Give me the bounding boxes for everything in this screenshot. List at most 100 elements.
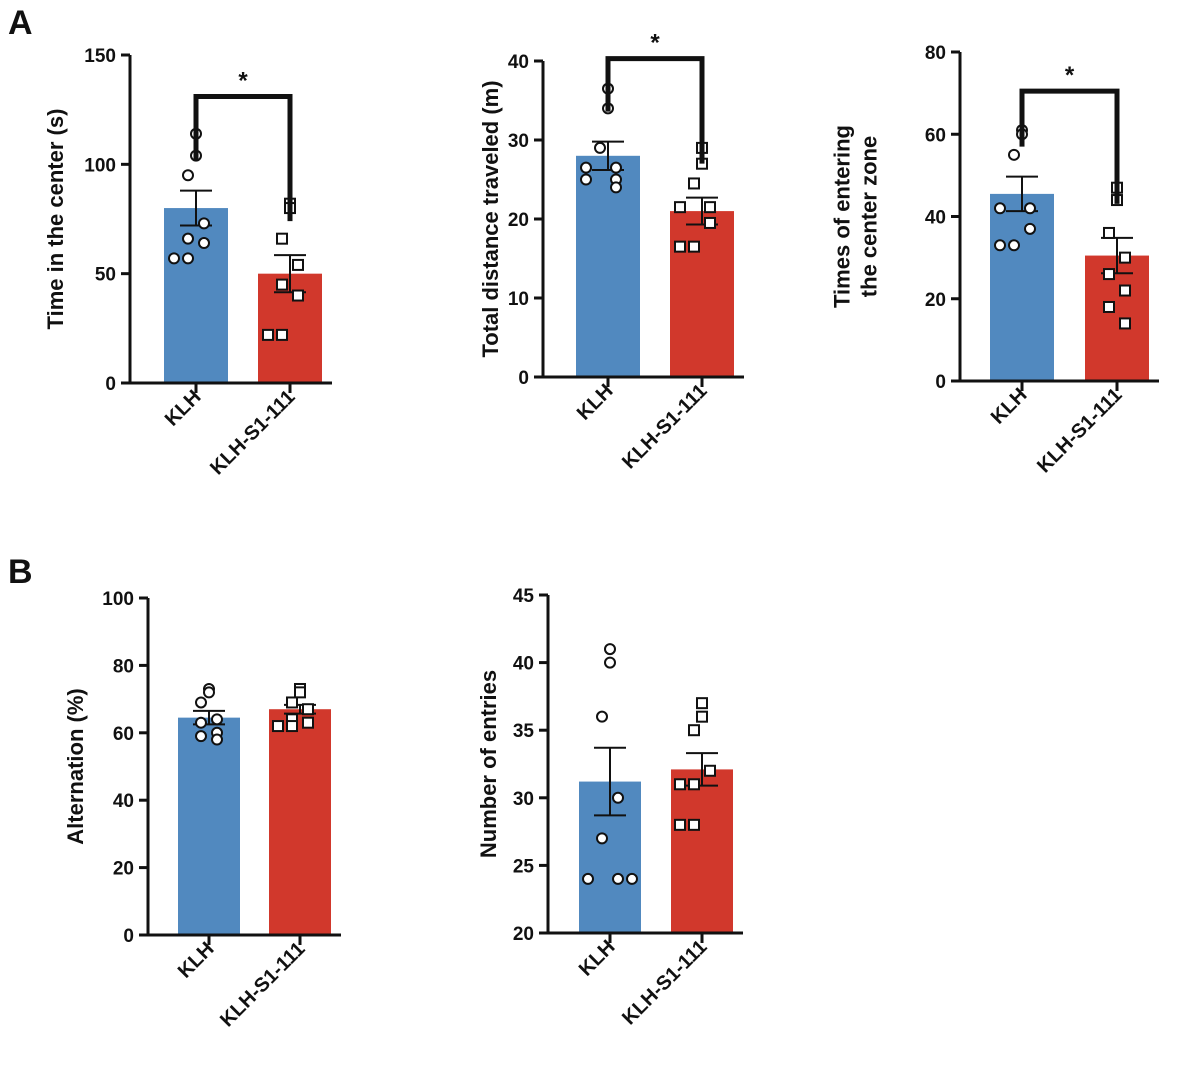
y-tick-label: 50 <box>95 265 116 286</box>
y-tick-label: 0 <box>105 374 116 395</box>
data-point-klh <box>610 181 622 194</box>
panel-label-b: B <box>8 553 33 591</box>
data-point-klh-s1-111 <box>704 216 716 229</box>
significance-marker: * <box>1065 62 1075 89</box>
data-point-klh <box>211 713 223 726</box>
data-point-klh-s1-111 <box>292 258 304 271</box>
data-point-klh <box>604 656 616 669</box>
y-axis-title: Number of entries <box>476 670 501 858</box>
y-tick-label: 40 <box>508 52 529 73</box>
y-axis-title: Time in the center (s) <box>43 109 68 330</box>
x-category-label: KLH-S1-111 <box>206 386 299 479</box>
data-point-klh <box>211 733 223 746</box>
data-point-klh <box>596 832 608 845</box>
data-point-klh-s1-111 <box>674 778 686 791</box>
bar-klh <box>576 155 640 377</box>
y-tick-label: 150 <box>84 46 116 67</box>
y-tick-label: 20 <box>113 859 134 880</box>
data-point-klh <box>182 232 194 245</box>
data-point-klh-s1-111 <box>302 716 314 729</box>
y-axis-title-line: Time in the center (s) <box>43 109 68 330</box>
bar-klh <box>178 717 240 935</box>
y-axis-title-line: Alternation (%) <box>63 688 88 844</box>
y-tick-label: 0 <box>518 368 529 389</box>
data-point-klh-s1-111 <box>1119 317 1131 330</box>
data-point-klh <box>994 202 1006 215</box>
data-point-klh <box>195 716 207 729</box>
y-axis-title: Times of enteringthe center zone <box>830 125 882 308</box>
data-point-klh <box>198 217 210 230</box>
significance-bracket <box>605 56 705 164</box>
bar-klh-s1-111 <box>1085 255 1149 381</box>
y-tick-label: 40 <box>113 791 134 812</box>
x-category-label: KLH-S1-111 <box>1033 384 1126 477</box>
data-point-klh-s1-111 <box>674 818 686 831</box>
y-tick-label: 40 <box>925 208 946 229</box>
y-tick-label: 60 <box>113 724 134 745</box>
y-tick-label: 45 <box>513 586 535 607</box>
data-point-klh <box>580 161 592 174</box>
y-tick-label: 80 <box>925 43 946 64</box>
y-axis-title-line: Times of entering <box>830 125 855 308</box>
x-category-label: KLH <box>575 936 620 981</box>
data-point-klh <box>203 686 215 699</box>
y-tick-label: 0 <box>935 372 946 393</box>
data-point-klh-s1-111 <box>294 686 306 699</box>
data-point-klh <box>182 252 194 265</box>
data-point-klh <box>580 173 592 186</box>
y-axis-title: Total distance traveled (m) <box>478 80 503 357</box>
panel-label-a: A <box>8 4 33 42</box>
data-point-klh-s1-111 <box>674 201 686 214</box>
y-tick-label: 100 <box>84 155 116 176</box>
y-tick-label: 20 <box>513 924 534 945</box>
y-tick-label: 20 <box>508 210 529 231</box>
data-point-klh-s1-111 <box>674 240 686 253</box>
y-axis-title-line: Number of entries <box>476 670 501 858</box>
data-point-klh-s1-111 <box>704 201 716 214</box>
data-point-klh-s1-111 <box>688 818 700 831</box>
data-point-klh <box>1008 148 1020 161</box>
data-point-klh-s1-111 <box>262 328 274 341</box>
data-point-klh <box>195 696 207 709</box>
y-axis-title-line: the center zone <box>857 136 882 297</box>
data-point-klh-s1-111 <box>1119 284 1131 297</box>
y-tick-label: 100 <box>102 589 134 610</box>
data-point-klh <box>195 730 207 743</box>
data-point-klh-s1-111 <box>688 778 700 791</box>
chart-time-in-center: 0 50 100 150 KLH KLH-S1-111 * Time in the cente… <box>43 46 332 479</box>
y-tick-label: 80 <box>113 656 134 677</box>
y-axis-title-line: Total distance traveled (m) <box>478 80 503 357</box>
data-point-klh-s1-111 <box>286 696 298 709</box>
data-point-klh <box>594 141 606 154</box>
data-point-klh-s1-111 <box>688 724 700 737</box>
data-point-klh-s1-111 <box>272 720 284 733</box>
data-point-klh-s1-111 <box>292 289 304 302</box>
x-category-label: KLH-S1-111 <box>618 380 711 473</box>
x-category-label: KLH-S1-111 <box>216 938 309 1031</box>
bar-klh-s1-111 <box>269 709 331 935</box>
y-tick-label: 30 <box>508 131 529 152</box>
y-tick-label: 10 <box>508 289 529 310</box>
data-point-klh <box>182 169 194 182</box>
y-tick-label: 40 <box>513 654 534 675</box>
data-point-klh-s1-111 <box>276 278 288 291</box>
bar-klh <box>990 193 1054 381</box>
x-category-label: KLH <box>161 386 206 431</box>
data-point-klh-s1-111 <box>696 710 708 723</box>
x-category-label: KLH <box>573 380 618 425</box>
data-point-klh-s1-111 <box>704 764 716 777</box>
data-point-klh <box>1008 239 1020 252</box>
data-point-klh-s1-111 <box>1103 300 1115 313</box>
data-point-klh <box>994 239 1006 252</box>
bar-klh-s1-111 <box>670 211 734 377</box>
bar-klh-s1-111 <box>671 769 733 933</box>
y-tick-label: 0 <box>123 926 134 947</box>
data-point-klh <box>198 237 210 250</box>
chart-center-entries: 0 20 40 60 80 KLH KLH-S1-111 * Times of entering… <box>830 43 1159 477</box>
data-point-klh <box>1024 222 1036 235</box>
significance-bracket <box>193 94 293 222</box>
y-tick-label: 60 <box>925 125 946 146</box>
data-point-klh-s1-111 <box>302 703 314 716</box>
data-point-klh-s1-111 <box>1103 226 1115 239</box>
